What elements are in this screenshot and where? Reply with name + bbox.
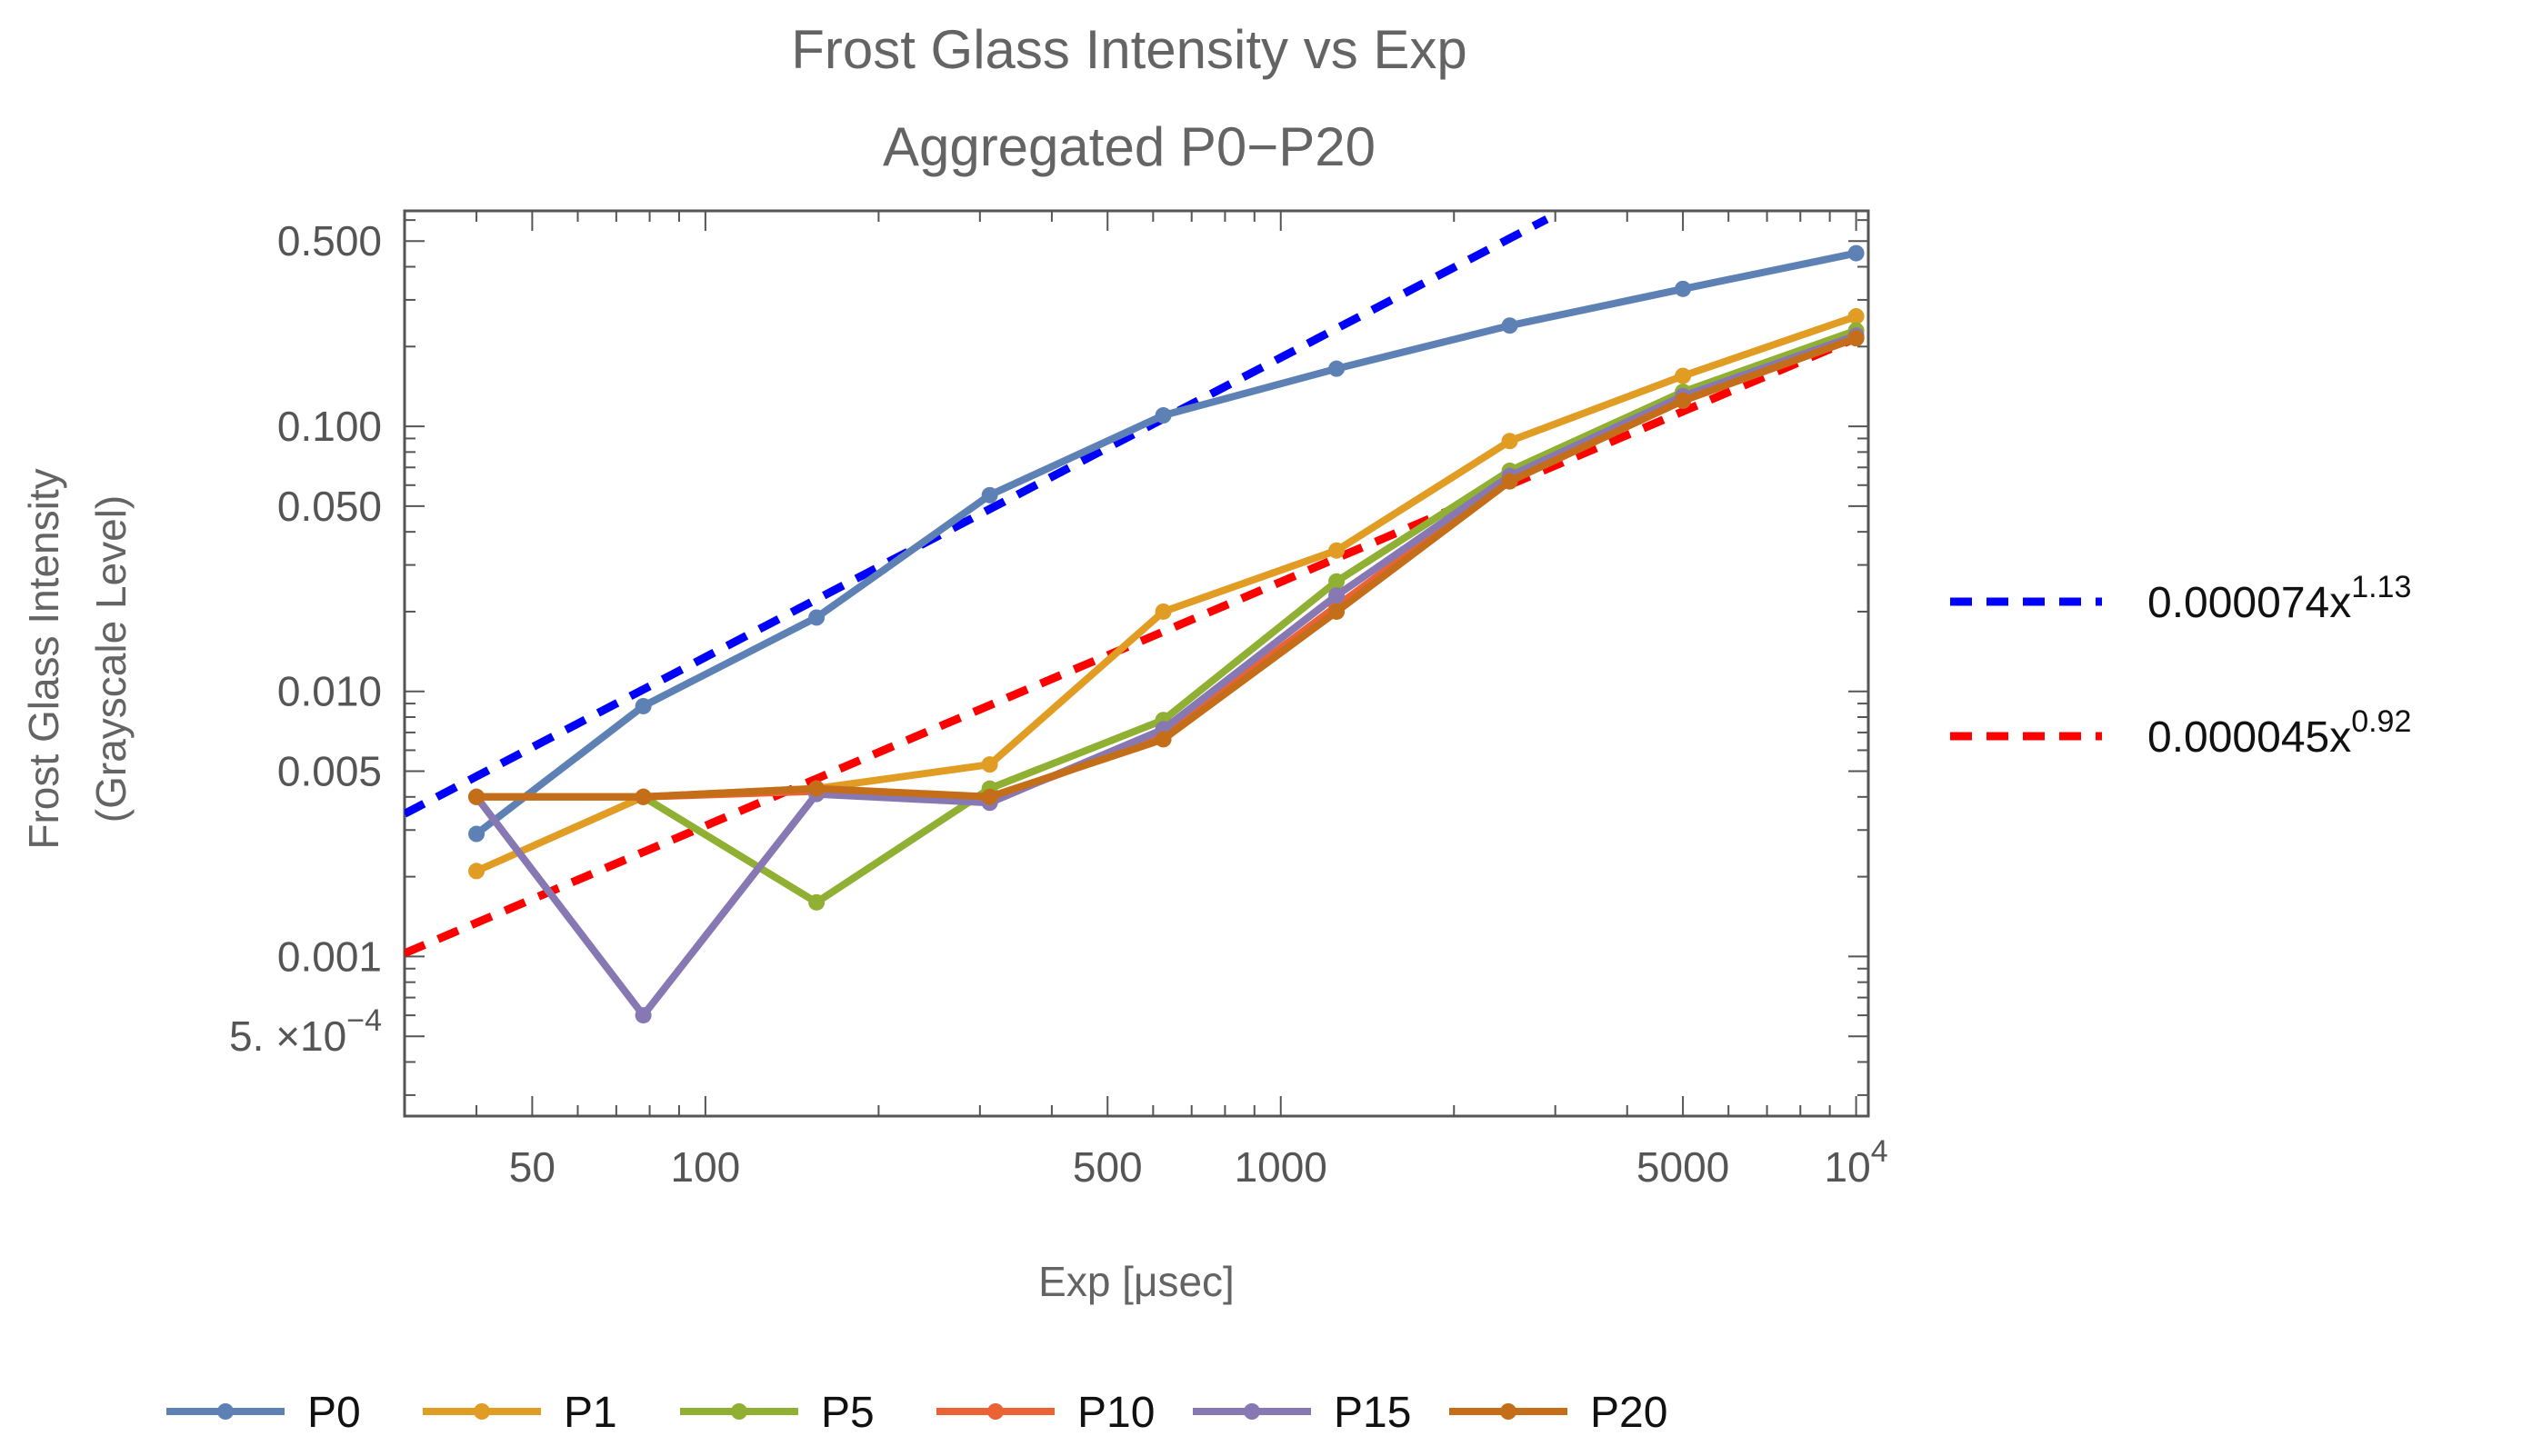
- legend-label-p15: P15: [1334, 1389, 1411, 1437]
- plot-frame: [403, 209, 1870, 1118]
- y-tick-label-base: 0.001: [277, 932, 382, 980]
- legend-marker-p0: [217, 1403, 234, 1420]
- data-point-p0: [635, 697, 652, 714]
- x-tick-label: 5000: [1636, 1143, 1729, 1191]
- data-point-p20: [808, 780, 826, 797]
- fit-legend-label-1: 0.000074x1.13: [2147, 570, 2411, 627]
- y-tick-label-base: 0.100: [277, 403, 382, 450]
- x-tick-label-base: 50: [509, 1143, 555, 1191]
- x-tick-label-base: 10: [1825, 1143, 1871, 1191]
- y-tick-label: 0.050: [277, 483, 382, 530]
- data-series: [468, 244, 1865, 1024]
- series-line-p15: [473, 332, 1857, 1020]
- y-tick-label: 0.005: [277, 748, 382, 795]
- x-axis-label: Exp [μsec]: [1038, 1258, 1235, 1305]
- x-tick-label: 104: [1825, 1134, 1888, 1191]
- data-point-p5: [808, 893, 826, 911]
- axis-ticks: 50 100 500 1000 5000 104 0.500 0.100 0.050 0.010 0…: [229, 211, 1888, 1191]
- y-tick-label: 0.001: [277, 932, 382, 980]
- x-tick-label-base: 500: [1073, 1143, 1143, 1191]
- data-point-p1: [1847, 308, 1865, 325]
- fit-legend-label-2-base: 0.000045x: [2147, 713, 2351, 762]
- y-tick-label-base: 0.500: [277, 217, 382, 264]
- legend-label-p5: P5: [821, 1389, 875, 1437]
- y-tick-label-base: 5. ×10: [229, 1012, 346, 1060]
- fit-lines: [405, 215, 1858, 958]
- legend-marker-p20: [1500, 1403, 1516, 1420]
- y-tick-label-base: 0.005: [277, 748, 382, 795]
- legend-label-p0: P0: [307, 1389, 361, 1437]
- data-point-p0: [468, 825, 485, 843]
- data-point-p20: [1675, 392, 1692, 409]
- data-point-p1: [1675, 367, 1692, 384]
- data-point-p0: [1847, 244, 1865, 262]
- legend-label-p10: P10: [1077, 1389, 1155, 1437]
- x-tick-label-exp: 4: [1871, 1134, 1888, 1169]
- data-point-p20: [1328, 603, 1346, 620]
- y-axis-label-line2: (Grayscale Level): [87, 495, 135, 823]
- legend-marker-p5: [731, 1403, 747, 1420]
- y-tick-label-base: 0.010: [277, 668, 382, 715]
- data-point-p15: [635, 1007, 652, 1024]
- x-tick-label: 100: [671, 1143, 741, 1191]
- legend-marker-p10: [987, 1403, 1004, 1420]
- fit-legend-label-1-exp: 1.13: [2351, 570, 2411, 604]
- data-point-p1: [468, 863, 485, 880]
- data-point-p0: [1328, 360, 1346, 377]
- data-point-p0: [808, 609, 826, 626]
- x-tick-label-base: 5000: [1636, 1143, 1729, 1191]
- y-axis-label-line1: Frost Glass Intensity: [20, 468, 67, 849]
- series-line-p1: [475, 313, 1857, 875]
- x-tick-label: 1000: [1235, 1143, 1327, 1191]
- fit-legend-label-2-exp: 0.92: [2351, 704, 2411, 739]
- series-legend: P0 P1 P5 P10 P15 P20: [166, 1389, 1667, 1437]
- fit-line-1: [405, 215, 1549, 818]
- data-point-p0: [1155, 407, 1172, 424]
- chart-title: Frost Glass Intensity vs Exp: [791, 19, 1467, 80]
- y-tick-label: 5. ×10−4: [229, 1003, 382, 1060]
- data-point-p1: [1328, 542, 1346, 559]
- x-tick-label: 500: [1073, 1143, 1143, 1191]
- data-point-p5: [1328, 573, 1346, 590]
- data-point-p15: [1328, 587, 1346, 604]
- data-point-p20: [1155, 731, 1172, 748]
- data-point-p0: [1501, 317, 1518, 334]
- data-point-p20: [1847, 330, 1865, 347]
- series-p0: [468, 244, 1865, 843]
- data-point-p1: [1501, 433, 1518, 450]
- x-tick-label-base: 1000: [1235, 1143, 1327, 1191]
- series-p20: [468, 330, 1865, 805]
- plot-border: [403, 209, 1870, 1118]
- fit-line-2: [405, 334, 1858, 958]
- y-tick-label-base: 0.050: [277, 483, 382, 530]
- data-point-p20: [1501, 473, 1518, 490]
- y-tick-label: 0.010: [277, 668, 382, 715]
- data-point-p1: [981, 756, 998, 773]
- data-point-p1: [1155, 603, 1172, 620]
- y-tick-label: 0.500: [277, 217, 382, 264]
- data-point-p20: [468, 788, 485, 805]
- fit-legend: 0.000074x1.13 0.000045x0.92: [1950, 570, 2411, 762]
- data-point-p0: [981, 486, 998, 504]
- legend-marker-p1: [474, 1403, 490, 1420]
- data-point-p20: [981, 788, 998, 805]
- y-tick-label: 0.100: [277, 403, 382, 450]
- data-point-p0: [1675, 280, 1692, 297]
- data-point-p20: [635, 788, 652, 805]
- fit-legend-label-2: 0.000045x0.92: [2147, 704, 2411, 762]
- fit-legend-label-1-base: 0.000074x: [2147, 579, 2351, 627]
- chart-subtitle: Aggregated P0−P20: [883, 116, 1376, 177]
- legend-label-p20: P20: [1590, 1389, 1667, 1437]
- legend-label-p1: P1: [564, 1389, 617, 1437]
- y-tick-label-exp: −4: [346, 1003, 382, 1038]
- x-tick-label-base: 100: [671, 1143, 741, 1191]
- legend-marker-p15: [1244, 1403, 1260, 1420]
- x-tick-label: 50: [509, 1143, 555, 1191]
